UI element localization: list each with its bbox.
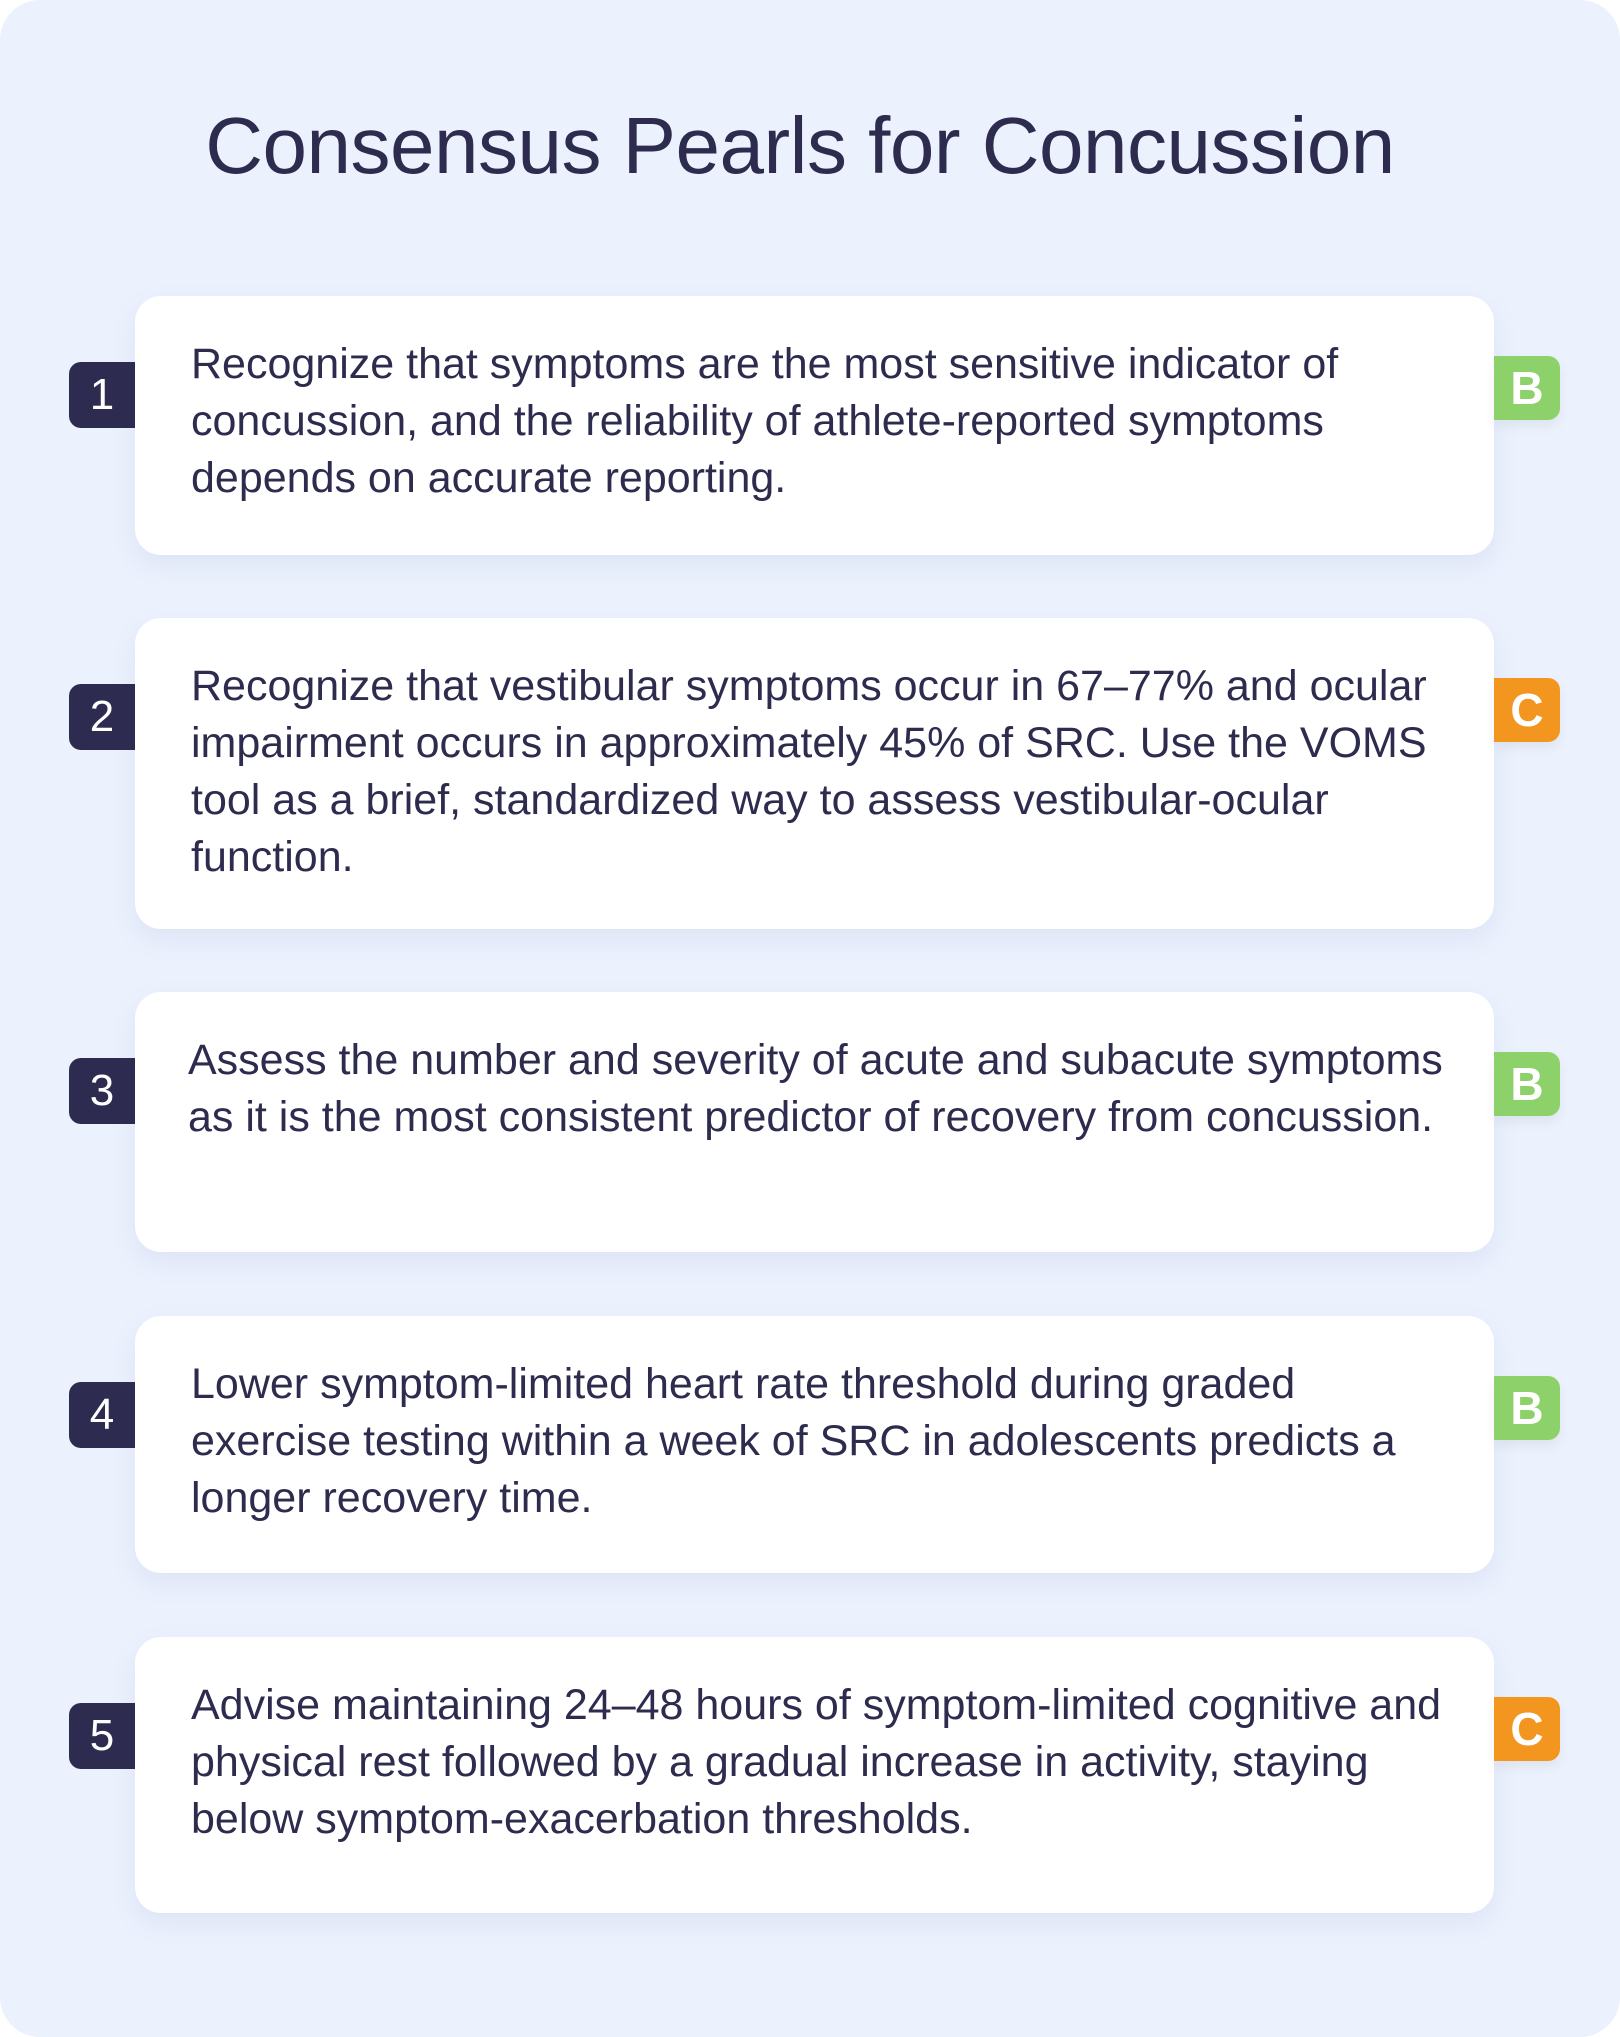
pearl-card: Assess the number and severity of acute … — [135, 992, 1494, 1252]
grade-badge: B — [1494, 1376, 1560, 1440]
page-title: Consensus Pearls for Concussion — [205, 101, 1395, 190]
pearl-number-badge: 4 — [69, 1382, 135, 1448]
pearl-card: Lower symptom-limited heart rate thresho… — [135, 1316, 1494, 1573]
pearl-text: Lower symptom-limited heart rate thresho… — [191, 1360, 1396, 1522]
grade-badge: B — [1494, 356, 1560, 420]
pearl-card: Recognize that symptoms are the most sen… — [135, 296, 1494, 555]
pearl-text: Recognize that symptoms are the most sen… — [191, 340, 1339, 502]
grade-badge: C — [1494, 678, 1560, 742]
pearl-number-badge: 3 — [69, 1058, 135, 1124]
grade-badge: B — [1494, 1052, 1560, 1116]
pearl-text: Advise maintaining 24–48 hours of sympto… — [191, 1681, 1442, 1843]
pearl-text: Recognize that vestibular symptoms occur… — [191, 662, 1427, 881]
pearl-number-badge: 1 — [69, 362, 135, 428]
grade-badge: C — [1494, 1697, 1560, 1761]
pearl-text: Assess the number and severity of acute … — [188, 1036, 1443, 1141]
pearl-number-badge: 2 — [69, 684, 135, 750]
pearl-number-badge: 5 — [69, 1703, 135, 1769]
pearl-card: Recognize that vestibular symptoms occur… — [135, 618, 1494, 929]
pearl-card: Advise maintaining 24–48 hours of sympto… — [135, 1637, 1494, 1913]
